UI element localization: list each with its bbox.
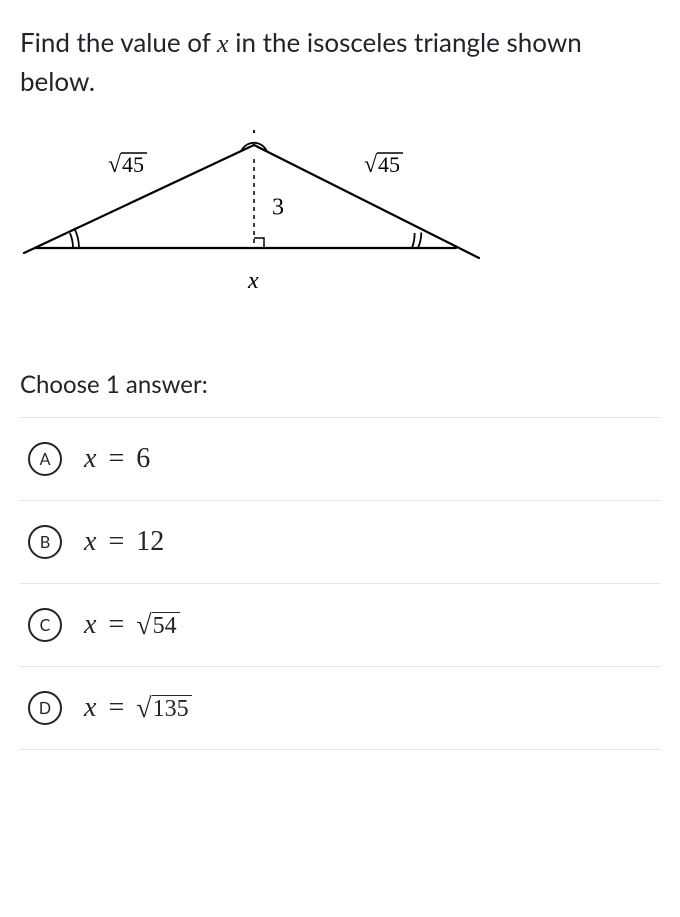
answer-value: 54 [152,612,180,641]
triangle-figure: √45√453x [20,130,660,320]
question-variable: x [217,29,229,58]
radio-button[interactable]: C [28,608,62,642]
svg-text:45: 45 [122,152,144,177]
choose-one-answer-label: Choose 1 answer: [20,370,660,399]
equals-sign: = [102,692,130,724]
answer-expression: x = √ 54 [84,609,180,641]
sqrt-icon: √ 135 [136,694,191,723]
radio-letter: A [40,450,51,469]
question-text: Find the value of x in the isosceles tri… [20,24,660,100]
answer-choice-a[interactable]: A x = 6 [20,418,660,501]
answer-choice-c[interactable]: C x = √ 54 [20,584,660,667]
svg-text:√: √ [364,152,378,178]
sqrt-icon: √ 54 [136,611,179,640]
equals-sign: = [102,609,130,641]
radical-symbol: √ [136,612,151,640]
answer-value: 6 [136,443,150,475]
answer-value: 12 [136,526,164,558]
svg-text:45: 45 [378,152,400,177]
question-prefix: Find the value of [20,26,217,58]
radio-letter: D [39,699,51,718]
radical-symbol: √ [136,695,151,723]
answer-variable: x [84,609,96,641]
svg-text:√: √ [108,152,122,178]
radio-button[interactable]: B [28,525,62,559]
answer-expression: x = √ 135 [84,692,192,724]
equals-sign: = [102,526,130,558]
answer-expression: x = 12 [84,526,164,558]
answer-variable: x [84,526,96,558]
answer-choice-d[interactable]: D x = √ 135 [20,667,660,750]
equals-sign: = [102,443,130,475]
answer-expression: x = 6 [84,443,150,475]
svg-text:3: 3 [272,195,284,221]
radio-letter: C [40,616,51,635]
radio-button[interactable]: D [28,691,62,725]
svg-text:x: x [247,268,259,294]
radio-button[interactable]: A [28,442,62,476]
answer-list: A x = 6 B x = 12 C x = √ 54 [20,417,660,750]
answer-variable: x [84,443,96,475]
radio-letter: B [40,533,50,552]
answer-variable: x [84,692,96,724]
answer-choice-b[interactable]: B x = 12 [20,501,660,584]
answer-value: 135 [152,695,192,724]
